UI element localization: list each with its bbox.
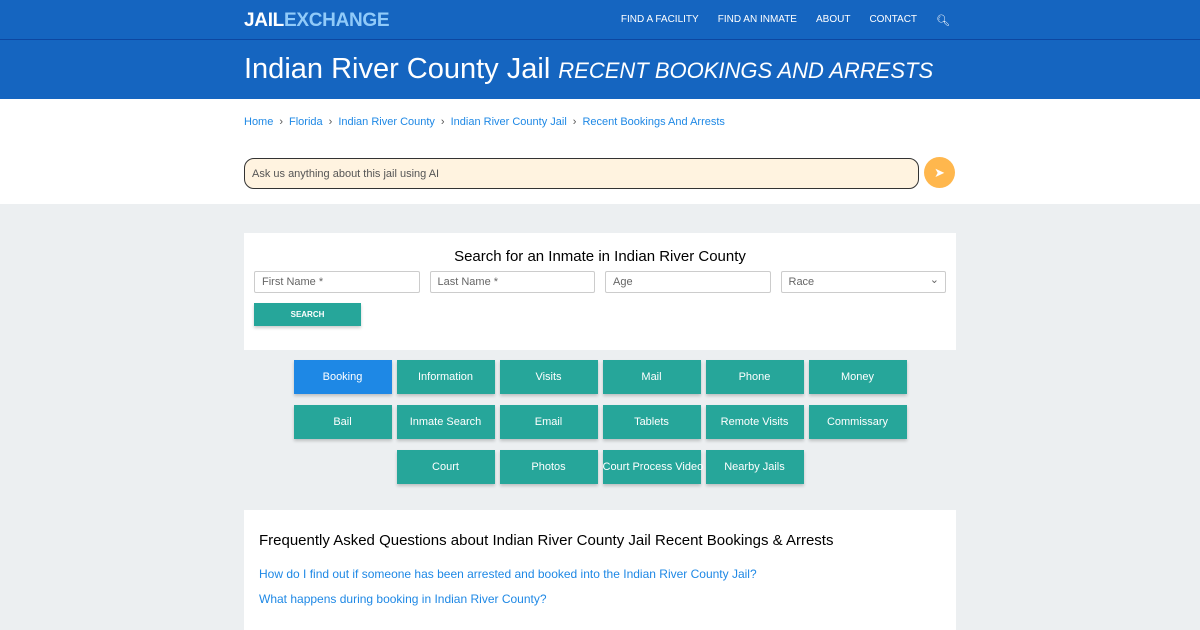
chevron-right-icon: › xyxy=(440,116,445,128)
button-bail[interactable]: Bail xyxy=(293,405,392,439)
nav-contact[interactable]: CONTACT xyxy=(869,14,918,25)
faq-question[interactable]: How do I find out if someone has been ar… xyxy=(259,567,757,581)
button-email[interactable]: Email xyxy=(499,405,598,439)
logo-part2: EXCHANGE xyxy=(283,10,390,31)
page-title: Indian River County Jail RECENT BOOKINGS … xyxy=(244,53,933,86)
button-money[interactable]: Money xyxy=(808,360,907,394)
button-visits[interactable]: Visits xyxy=(499,360,598,394)
send-icon[interactable]: ➤ xyxy=(924,157,955,188)
faq-title: Frequently Asked Questions about Indian … xyxy=(259,532,834,549)
button-tablets[interactable]: Tablets xyxy=(602,405,701,439)
button-commissary[interactable]: Commissary xyxy=(808,405,907,439)
last-name-input[interactable]: Last Name * xyxy=(429,271,595,293)
button-court-process-video[interactable]: Court Process Video xyxy=(602,450,703,484)
search-title: Search for an Inmate in Indian River Cou… xyxy=(454,248,746,265)
button-mail[interactable]: Mail xyxy=(602,360,701,394)
button-court[interactable]: Court xyxy=(396,450,495,484)
ai-question-input[interactable]: Ask us anything about this jail using AI xyxy=(244,158,919,189)
logo-part1: JAIL xyxy=(244,10,284,31)
hero: Indian River County Jail RECENT BOOKINGS … xyxy=(0,40,1200,99)
button-information[interactable]: Information xyxy=(396,360,495,394)
logo[interactable]: JAILEXCHANGE xyxy=(244,10,390,32)
first-name-input[interactable]: First Name * xyxy=(254,271,420,293)
button-remote-visits[interactable]: Remote Visits xyxy=(705,405,804,439)
crumb-jail[interactable]: Indian River County Jail xyxy=(450,116,567,128)
nav-find-facility[interactable]: FIND A FACILITY xyxy=(620,14,699,25)
nav-find-inmate[interactable]: FIND AN INMATE xyxy=(717,14,797,25)
button-inmate-search[interactable]: Inmate Search xyxy=(396,405,495,439)
top-nav: JAILEXCHANGE FIND A FACILITY FIND AN INM… xyxy=(0,0,1200,40)
button-nearby-jails[interactable]: Nearby Jails xyxy=(705,450,804,484)
chevron-right-icon: › xyxy=(279,116,284,128)
crumb-florida[interactable]: Florida xyxy=(289,116,323,128)
crumb-county[interactable]: Indian River County xyxy=(338,116,435,128)
nav-about[interactable]: ABOUT xyxy=(815,14,851,25)
faq-section: Frequently Asked Questions about Indian … xyxy=(244,510,956,630)
crumb-home[interactable]: Home xyxy=(244,116,274,128)
age-input[interactable]: Age xyxy=(605,271,771,293)
button-photos[interactable]: Photos xyxy=(499,450,598,484)
search-icon[interactable]: 🔍︎ xyxy=(936,15,950,27)
chevron-right-icon: › xyxy=(328,116,333,128)
button-booking[interactable]: Booking xyxy=(293,360,392,394)
search-button[interactable]: SEARCH xyxy=(254,303,361,326)
faq-question[interactable]: What happens during booking in Indian Ri… xyxy=(259,592,547,606)
page-subtitle: RECENT BOOKINGS AND ARRESTS xyxy=(558,58,934,83)
race-select[interactable]: Race xyxy=(780,271,946,293)
crumb-current[interactable]: Recent Bookings And Arrests xyxy=(582,116,725,128)
button-phone[interactable]: Phone xyxy=(705,360,804,394)
title-text: Indian River County Jail xyxy=(244,53,551,85)
chevron-right-icon: › xyxy=(572,116,577,128)
breadcrumb: Home › Florida › Indian River County › Indi… xyxy=(244,116,725,128)
section-buttons: Booking Information Visits Mail Phone Money Ba… xyxy=(244,360,956,484)
inmate-search-card: Search for an Inmate in Indian River Cou… xyxy=(244,233,956,350)
